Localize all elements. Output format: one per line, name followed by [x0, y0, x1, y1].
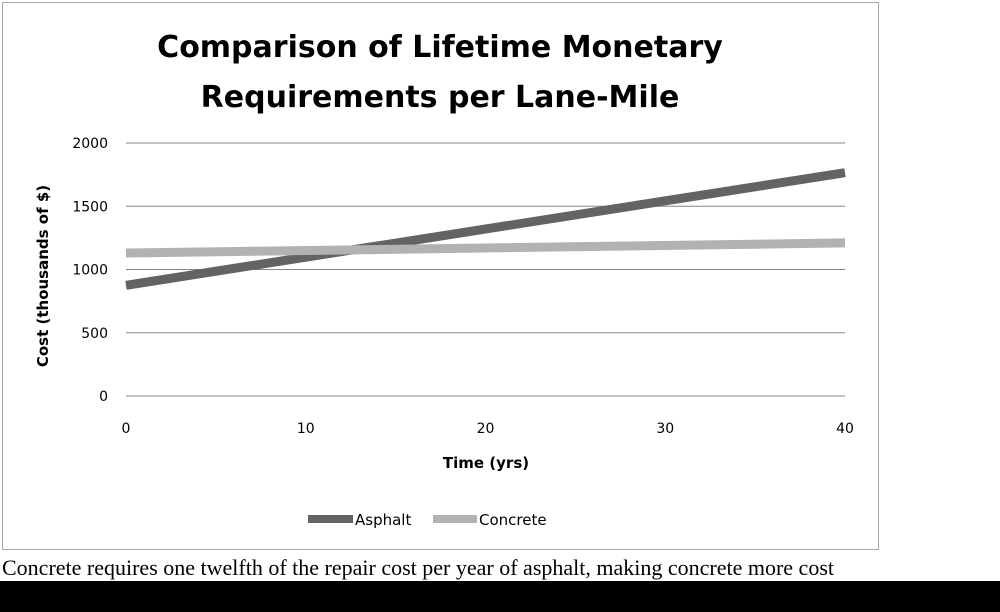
- y-tick-label: 0: [99, 389, 108, 405]
- x-tick-label: 20: [477, 421, 495, 437]
- legend: Asphalt Concrete: [308, 511, 547, 529]
- series-line-concrete: [125, 238, 846, 258]
- chart-area: Comparison of Lifetime Monetary Requirem…: [2, 2, 879, 550]
- y-tick-label: 2000: [72, 136, 108, 152]
- series-line-asphalt: [125, 168, 846, 290]
- y-tick-label: 1500: [72, 199, 108, 215]
- x-tick-label: 10: [297, 421, 315, 437]
- x-tick-label: 30: [656, 421, 674, 437]
- legend-label-concrete: Concrete: [479, 511, 547, 529]
- legend-label-asphalt: Asphalt: [355, 511, 411, 529]
- chart-title-line-1: Comparison of Lifetime Monetary: [157, 30, 723, 65]
- black-band: [0, 581, 1000, 612]
- y-tick-label: 500: [81, 326, 108, 342]
- x-axis-label: Time (yrs): [443, 454, 529, 472]
- y-axis-label: Cost (thousands of $): [34, 185, 52, 367]
- line-chart: Comparison of Lifetime Monetary Requirem…: [34, 30, 854, 529]
- y-tick-label: 1000: [72, 263, 108, 279]
- caption-text: Concrete requires one twelfth of the rep…: [2, 555, 834, 580]
- x-tick-label: 0: [122, 421, 131, 437]
- x-tick-label: 40: [836, 421, 854, 437]
- chart-title-line-2: Requirements per Lane-Mile: [201, 80, 680, 115]
